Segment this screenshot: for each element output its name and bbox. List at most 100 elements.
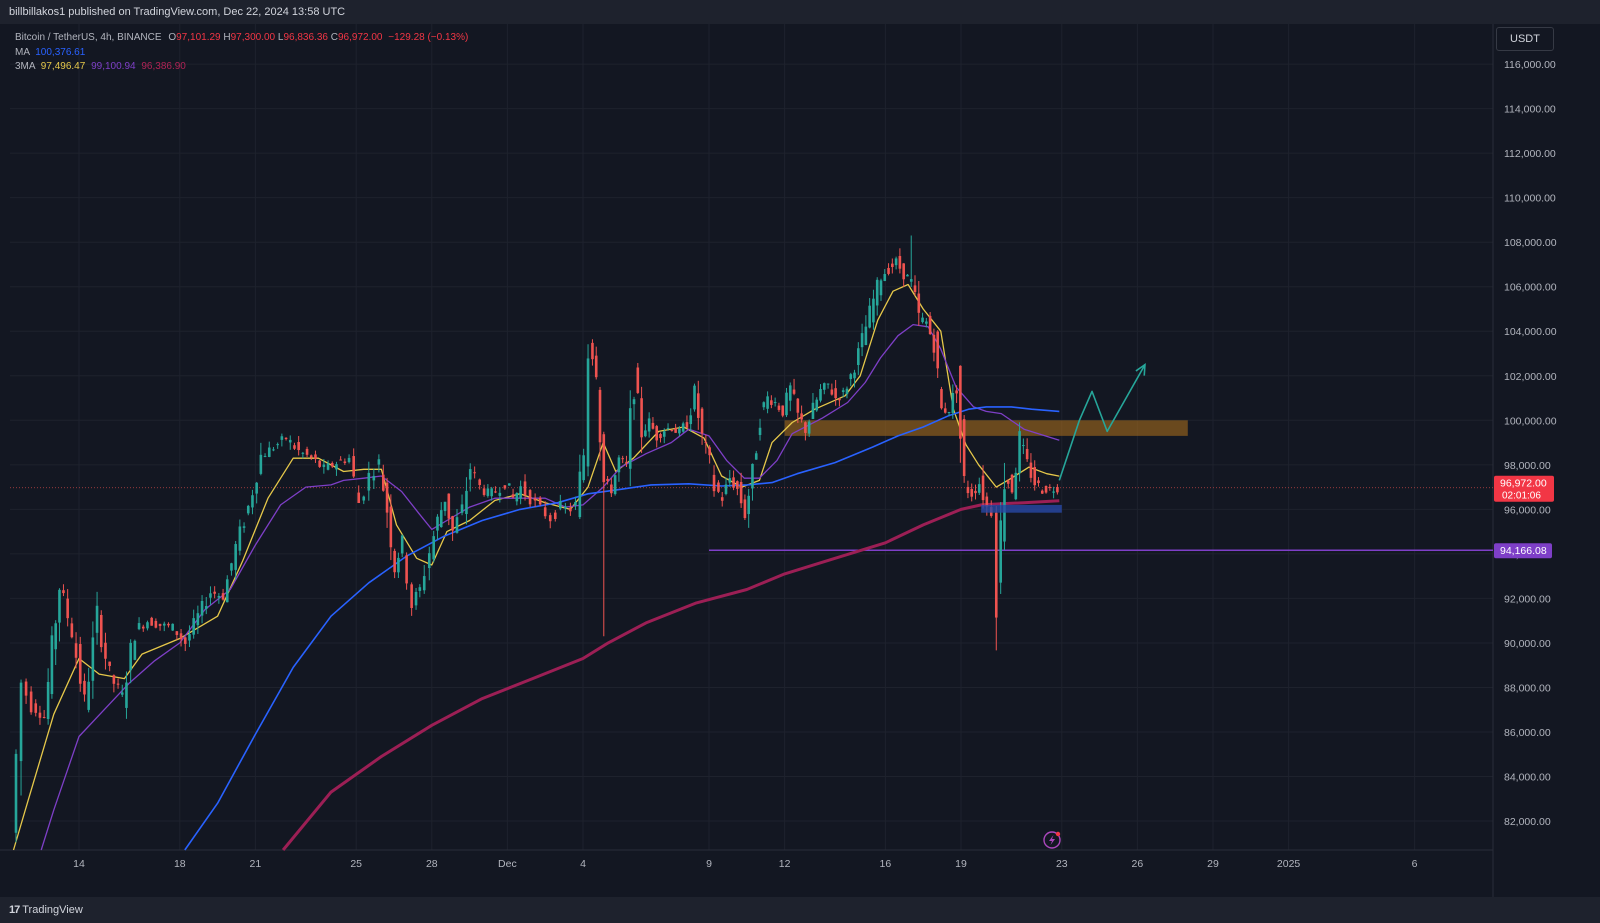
candle-body[interactable] [940, 389, 943, 409]
candle-body[interactable] [591, 342, 594, 360]
candle-body[interactable] [674, 428, 677, 433]
candle-body[interactable] [74, 643, 78, 658]
candle-body[interactable] [751, 463, 754, 489]
candle-body[interactable] [150, 617, 153, 626]
candle-body[interactable] [1056, 486, 1059, 493]
candle-body[interactable] [112, 675, 116, 684]
candle-body[interactable] [293, 445, 296, 449]
candle-body[interactable] [921, 317, 924, 323]
candle-body[interactable] [179, 633, 183, 640]
candle-body[interactable] [666, 427, 670, 429]
candle-body[interactable] [891, 263, 894, 268]
candle-body[interactable] [99, 614, 103, 648]
candle-body[interactable] [377, 459, 381, 465]
candle-body[interactable] [917, 293, 921, 313]
candle-body[interactable] [414, 591, 418, 606]
candle-body[interactable] [838, 398, 841, 401]
candle-body[interactable] [251, 495, 254, 508]
candle-body[interactable] [234, 544, 237, 570]
candle-body[interactable] [621, 458, 624, 460]
candle-body[interactable] [758, 427, 762, 435]
candle-body[interactable] [443, 501, 447, 512]
candle-body[interactable] [318, 460, 321, 467]
candle-body[interactable] [486, 488, 490, 496]
candle-body[interactable] [200, 600, 204, 616]
candle-body[interactable] [689, 415, 693, 425]
candle-body[interactable] [50, 635, 54, 695]
candle-body[interactable] [221, 593, 225, 600]
candle-body[interactable] [898, 256, 902, 269]
candle-body[interactable] [42, 716, 46, 718]
candle-body[interactable] [297, 442, 300, 451]
candle-body[interactable] [432, 536, 435, 560]
candle-body[interactable] [909, 279, 913, 282]
candle-body[interactable] [822, 383, 826, 390]
currency-button[interactable]: USDT [1496, 27, 1554, 51]
candle-body[interactable] [511, 494, 515, 498]
candle-body[interactable] [405, 555, 408, 584]
candle-body[interactable] [78, 644, 82, 684]
price-scale[interactable] [1493, 24, 1600, 897]
candle-body[interactable] [804, 422, 807, 433]
candle-body[interactable] [137, 623, 141, 630]
3ma-label[interactable]: 3MA [15, 61, 36, 72]
candle-body[interactable] [849, 374, 853, 379]
candle-body[interactable] [314, 454, 317, 460]
candle-body[interactable] [936, 331, 939, 369]
tradingview-logo[interactable]: 17 TradingView [9, 897, 83, 923]
candle-body[interactable] [29, 691, 33, 713]
candle-body[interactable] [451, 516, 454, 531]
candle-body[interactable] [739, 481, 743, 504]
candle-body[interactable] [66, 598, 69, 619]
candle-body[interactable] [693, 385, 696, 410]
candle-body[interactable] [422, 576, 426, 591]
candle-body[interactable] [436, 516, 439, 531]
candle-body[interactable] [46, 681, 50, 719]
candle-body[interactable] [925, 321, 928, 324]
candle-body[interactable] [482, 488, 486, 495]
candle-body[interactable] [999, 520, 1002, 583]
candle-body[interactable] [747, 495, 750, 515]
candle-body[interactable] [696, 393, 700, 418]
candle-body[interactable] [966, 486, 970, 494]
candle-body[interactable] [146, 622, 149, 629]
candle-body[interactable] [906, 274, 909, 277]
candle-body[interactable] [762, 402, 766, 408]
candle-body[interactable] [559, 501, 562, 509]
candle-body[interactable] [272, 449, 275, 451]
candle-body[interactable] [129, 642, 132, 671]
candle-body[interactable] [58, 589, 61, 623]
candle-body[interactable] [503, 485, 507, 489]
candle-body[interactable] [610, 484, 613, 494]
candle-body[interactable] [490, 488, 493, 497]
candle-body[interactable] [238, 526, 242, 551]
candle-body[interactable] [606, 478, 609, 481]
candle-body[interactable] [192, 618, 195, 635]
candle-body[interactable] [807, 421, 811, 434]
candle-body[interactable] [410, 584, 413, 608]
candle-body[interactable] [427, 553, 431, 569]
candle-body[interactable] [528, 490, 532, 505]
candle-body[interactable] [1052, 491, 1055, 493]
price-chart[interactable]: 116,000.00 114,000.00 112,000.00 110,000.00… [0, 24, 1600, 897]
candle-body[interactable] [301, 452, 305, 454]
candle-body[interactable] [894, 258, 898, 266]
candle-body[interactable] [62, 590, 65, 594]
candle-body[interactable] [586, 358, 590, 467]
candle-body[interactable] [494, 491, 497, 493]
candle-body[interactable] [473, 472, 476, 474]
candle-body[interactable] [864, 326, 868, 346]
candle-body[interactable] [743, 499, 747, 519]
candle-body[interactable] [83, 680, 86, 695]
candle-body[interactable] [943, 408, 947, 413]
candle-body[interactable] [357, 492, 361, 503]
candle-body[interactable] [389, 506, 393, 548]
candle-body[interactable] [91, 637, 95, 681]
candle-body[interactable] [54, 623, 57, 650]
candle-body[interactable] [455, 517, 459, 533]
candle-body[interactable] [754, 453, 758, 460]
candle-body[interactable] [613, 475, 617, 495]
candle-body[interactable] [116, 683, 120, 685]
candle-body[interactable] [533, 498, 537, 501]
candle-body[interactable] [141, 626, 145, 629]
